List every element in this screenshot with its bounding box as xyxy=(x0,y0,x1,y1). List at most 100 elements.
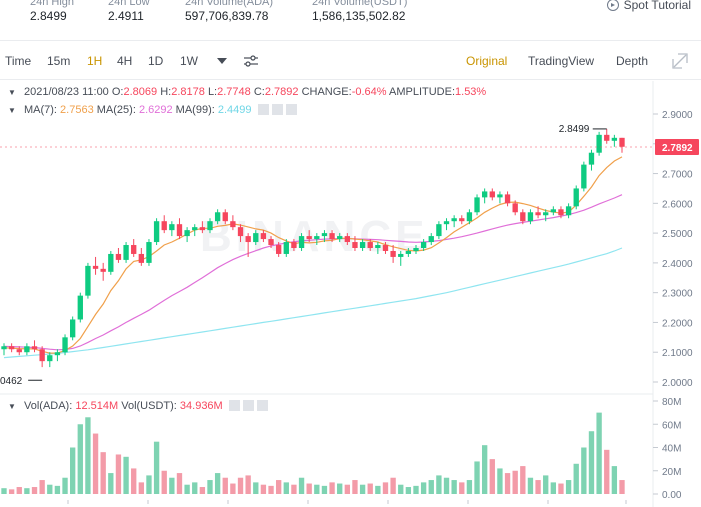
low-value: 2.4911 xyxy=(108,9,144,23)
volume-bar xyxy=(558,483,564,494)
candle-body xyxy=(367,242,373,248)
current-price-label: 2.7892 xyxy=(662,143,693,154)
candle-body xyxy=(108,253,114,272)
volume-bar xyxy=(512,470,518,494)
volume-bar xyxy=(535,480,541,494)
candle-body xyxy=(54,352,61,356)
open-value: 2.8069 xyxy=(123,86,158,98)
view-tradingview[interactable]: TradingView xyxy=(528,54,595,68)
volume-bar xyxy=(169,477,175,494)
ma25-line xyxy=(3,194,623,351)
candle-body xyxy=(39,349,45,362)
candle-body xyxy=(291,242,297,248)
volume-bar xyxy=(100,452,106,494)
collapse-caret-icon[interactable]: ▼ xyxy=(8,402,16,411)
candle-body xyxy=(184,230,190,237)
candle-body xyxy=(253,233,259,243)
volume-bar xyxy=(146,475,152,494)
volume-bar xyxy=(47,484,53,494)
fullscreen-expand-icon[interactable] xyxy=(672,53,688,69)
interval-1h[interactable]: 1H xyxy=(87,54,103,68)
candle-body xyxy=(619,137,625,147)
candle-body xyxy=(466,212,473,222)
candle-body xyxy=(604,134,610,141)
volume-bar xyxy=(69,447,76,494)
candle-body xyxy=(275,245,282,254)
candle-body xyxy=(451,218,457,222)
gear-icon[interactable] xyxy=(242,400,254,411)
volume-bar xyxy=(573,463,579,494)
candle-body xyxy=(131,245,137,254)
ma99-value: 2.4499 xyxy=(217,104,252,116)
settings-sliders-icon[interactable] xyxy=(243,54,259,68)
volume-bar xyxy=(207,480,213,494)
volume-bar xyxy=(352,480,358,494)
collapse-caret-icon[interactable]: ▼ xyxy=(8,88,16,97)
close-value: 2.7892 xyxy=(264,86,299,98)
interval-15m[interactable]: 15m xyxy=(47,54,71,68)
volume-bar xyxy=(54,485,61,494)
candle-body xyxy=(321,233,328,237)
interval-1d[interactable]: 1D xyxy=(148,54,164,68)
close-icon[interactable] xyxy=(285,104,297,115)
change-label: CHANGE: xyxy=(301,86,352,98)
gear-icon[interactable] xyxy=(271,104,283,115)
candle-body xyxy=(283,242,289,254)
close-icon[interactable] xyxy=(256,400,268,411)
volume-bar xyxy=(77,424,83,494)
candle-body xyxy=(405,250,412,254)
candle-body xyxy=(92,265,99,269)
interval-4h[interactable]: 4H xyxy=(117,54,133,68)
eye-icon[interactable] xyxy=(257,104,269,115)
candle-body xyxy=(420,242,427,248)
time-label[interactable]: Time xyxy=(5,54,32,68)
interval-1w[interactable]: 1W xyxy=(180,54,198,68)
volume-axis-label: 60M xyxy=(662,420,681,431)
candle-body xyxy=(62,337,68,353)
candle-body xyxy=(222,212,228,222)
candle-body xyxy=(77,295,83,320)
view-depth[interactable]: Depth xyxy=(616,54,649,68)
volume-bar xyxy=(153,441,160,494)
candle-body xyxy=(1,346,7,350)
price-axis-label: 2.0000 xyxy=(662,378,693,389)
volume-bar xyxy=(436,475,442,494)
candle-body xyxy=(596,134,602,153)
volume-bar xyxy=(92,433,99,494)
volume-bar xyxy=(275,480,282,494)
collapse-caret-icon[interactable]: ▼ xyxy=(8,106,16,115)
volume-axis-label: 20M xyxy=(662,467,681,478)
volume-bar xyxy=(344,484,351,494)
price-axis-label: 2.4000 xyxy=(662,259,693,270)
eye-icon[interactable] xyxy=(228,400,240,411)
candle-body xyxy=(230,221,236,228)
candle-body xyxy=(558,209,564,216)
volume-bar xyxy=(543,475,549,494)
candle-body xyxy=(375,245,381,248)
volume-bar xyxy=(497,468,503,494)
view-original[interactable]: Original xyxy=(466,54,508,68)
price-axis-label: 2.7000 xyxy=(662,170,693,181)
volume-bar xyxy=(115,454,122,494)
candle-body xyxy=(214,212,221,222)
volume-bar xyxy=(367,483,373,494)
more-intervals-caret-icon[interactable] xyxy=(216,56,228,66)
candle-body xyxy=(31,346,38,350)
volume-bar xyxy=(359,484,366,494)
volume-bar xyxy=(420,482,427,494)
high-label: 24h High xyxy=(30,0,75,8)
volume-legend: ▼ Vol(ADA): 12.514M Vol(USDT): 34.936M xyxy=(8,400,268,412)
volume-bar xyxy=(1,488,7,494)
candle-body xyxy=(237,227,244,237)
volume-bar xyxy=(413,485,419,494)
candle-body xyxy=(115,253,122,260)
candle-body xyxy=(337,236,343,240)
spot-tutorial-link[interactable]: Spot Tutorial xyxy=(606,0,691,12)
vol-ada-label: Vol(ADA): xyxy=(23,400,73,412)
vol-ada-label: 24h Volume(ADA) xyxy=(185,0,274,8)
amplitude-label: AMPLITUDE: xyxy=(389,86,456,98)
volume-bar xyxy=(214,473,221,494)
candle-body xyxy=(123,245,129,260)
volume-bar xyxy=(31,487,38,494)
